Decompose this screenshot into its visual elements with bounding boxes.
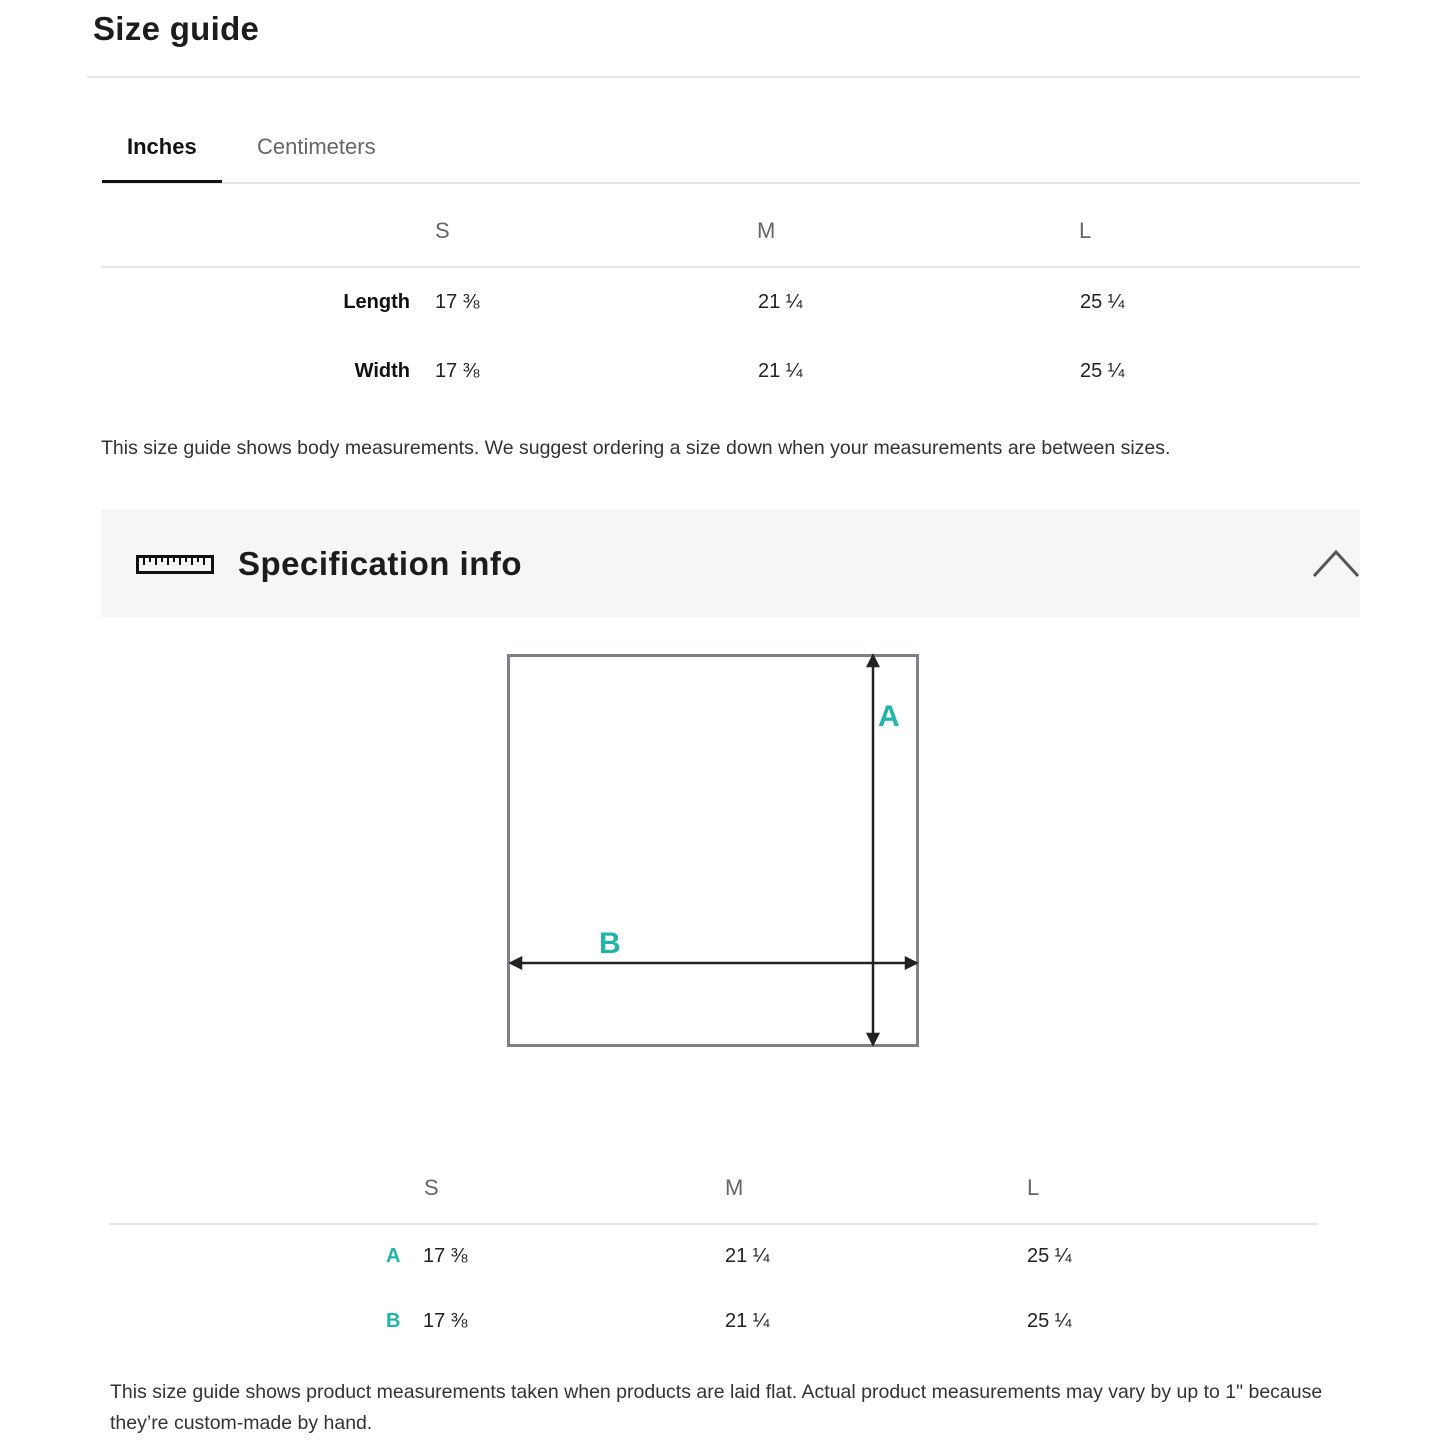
cell-b-s: 17 ⅜ [423,1310,468,1332]
measurement-diagram [507,653,919,1047]
page-title: Size guide [93,10,260,47]
active-tab-indicator [102,180,222,183]
ruler-icon [136,555,214,574]
tab-centimeters[interactable]: Centimeters [257,134,376,159]
column-header-m: M [725,1175,744,1200]
cell-b-m: 21 ¼ [725,1310,770,1332]
cell-length-l: 25 ¼ [1080,291,1125,313]
row-label-length: Length [343,291,410,313]
column-header-m: M [757,218,776,243]
chevron-up-icon[interactable] [1312,548,1360,578]
diagram-label-b: B [599,927,621,960]
column-header-s: S [424,1175,439,1200]
cell-width-l: 25 ¼ [1080,360,1125,382]
cell-length-m: 21 ¼ [758,291,803,313]
cell-length-s: 17 ⅜ [435,291,480,313]
specification-info-toggle[interactable] [101,510,1360,617]
row-label-width: Width [354,360,410,382]
table-header-divider [101,266,1360,268]
specification-info-title: Specification info [238,545,523,582]
tabs-divider [102,182,1360,184]
row-label-a: A [386,1245,401,1267]
body-measurements-note: This size guide shows body measurements.… [101,437,1171,459]
table-header-divider [109,1223,1318,1225]
cell-a-s: 17 ⅜ [423,1245,468,1267]
cell-width-m: 21 ¼ [758,360,803,382]
cell-b-l: 25 ¼ [1027,1310,1072,1332]
measurement-a-arrow [865,653,881,1047]
row-label-b: B [386,1310,401,1332]
cell-width-s: 17 ⅜ [435,360,480,382]
product-measurements-note: This size guide shows product measuremen… [110,1381,1323,1434]
column-header-l: L [1027,1175,1040,1200]
column-header-s: S [435,218,450,243]
cell-a-l: 25 ¼ [1027,1245,1072,1267]
product-outline [507,654,919,1047]
diagram-label-a: A [878,700,900,733]
measurement-b-arrow [508,955,919,971]
header-divider [87,76,1360,78]
cell-a-m: 21 ¼ [725,1245,770,1267]
column-header-l: L [1079,218,1092,243]
tab-inches[interactable]: Inches [127,134,197,159]
